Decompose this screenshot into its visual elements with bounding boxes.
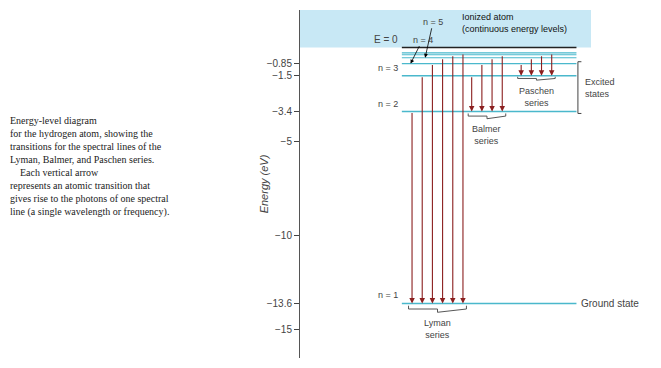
svg-text:Balmerseries: Balmerseries [472, 124, 501, 146]
svg-text:Ground state: Ground state [581, 298, 639, 309]
svg-text:−15: −15 [275, 324, 292, 335]
svg-text:n = 5: n = 5 [423, 17, 443, 27]
svg-text:Paschenseries: Paschenseries [519, 86, 554, 108]
svg-text:n = 3: n = 3 [378, 63, 398, 73]
svg-text:Lymanseries: Lymanseries [424, 318, 451, 340]
svg-text:n = 1: n = 1 [378, 290, 398, 300]
svg-text:E = 0: E = 0 [374, 34, 398, 45]
svg-text:−5: −5 [281, 136, 293, 147]
svg-text:n = 2: n = 2 [378, 99, 398, 109]
svg-text:−13.6: −13.6 [267, 298, 293, 309]
svg-text:n = 4: n = 4 [413, 35, 433, 45]
svg-text:−0.85: −0.85 [267, 58, 293, 69]
svg-text:−10: −10 [275, 230, 292, 241]
svg-text:Excitedstates: Excitedstates [585, 77, 615, 99]
svg-text:Energy-level diagramfor the hy: Energy-level diagramfor the hydrogen ato… [10, 115, 169, 218]
svg-text:−1.5: −1.5 [272, 70, 292, 81]
svg-text:Ionized atom(continuous energy: Ionized atom(continuous energy levels) [462, 12, 567, 34]
svg-text:−3.4: −3.4 [272, 106, 292, 117]
svg-text:Energy (eV): Energy (eV) [258, 154, 270, 213]
